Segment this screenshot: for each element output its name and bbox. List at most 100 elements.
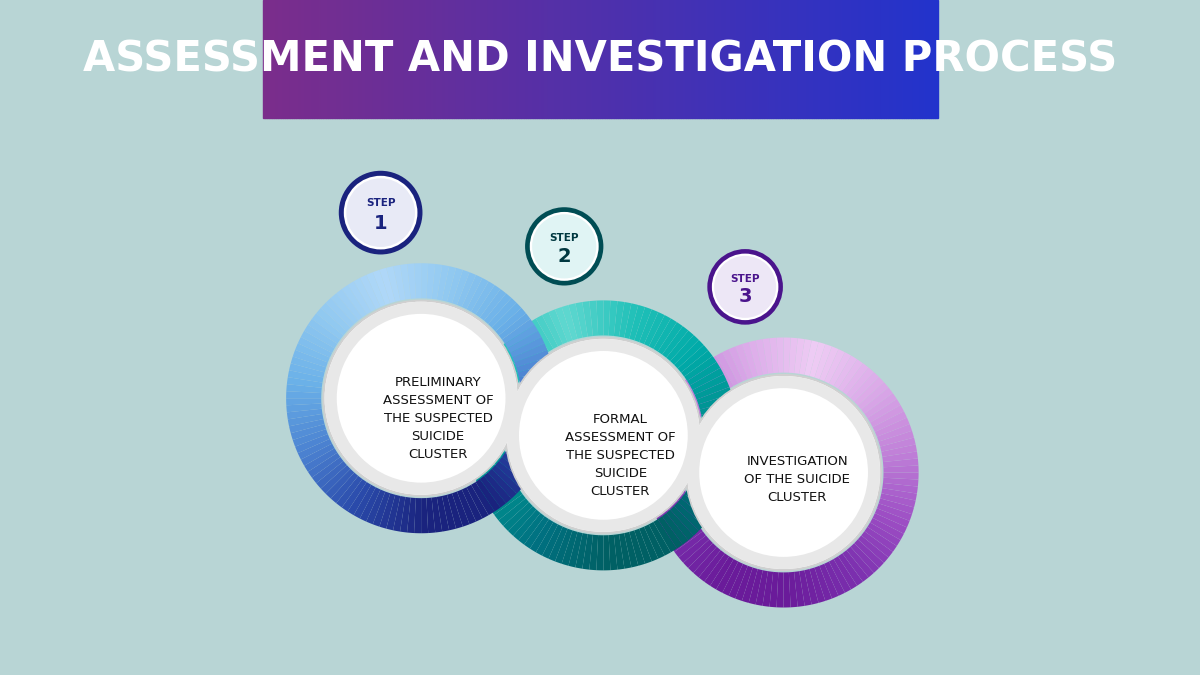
Bar [881,0,883,118]
Circle shape [324,302,517,495]
Bar [474,0,476,118]
Bar [425,0,427,118]
Wedge shape [521,392,556,398]
Wedge shape [472,456,506,470]
Wedge shape [701,407,737,420]
Bar [533,0,535,118]
Bar [929,0,931,118]
Bar [402,0,404,118]
Bar [679,0,682,118]
Bar [440,0,443,118]
Bar [935,0,937,118]
Circle shape [506,339,700,532]
Wedge shape [426,263,436,299]
Wedge shape [650,488,686,501]
Bar [826,0,827,118]
Wedge shape [373,491,390,526]
Wedge shape [815,566,832,601]
Wedge shape [432,264,443,300]
Wedge shape [517,419,553,433]
Bar [564,0,566,118]
Wedge shape [877,424,912,441]
Bar [283,0,286,118]
Wedge shape [457,272,476,307]
Wedge shape [548,309,568,344]
Circle shape [505,337,702,534]
Bar [785,0,787,118]
Wedge shape [697,387,732,404]
Wedge shape [536,522,558,556]
Bar [898,0,899,118]
Wedge shape [366,272,385,307]
Bar [494,0,497,118]
Wedge shape [582,534,593,570]
Wedge shape [386,495,401,531]
Bar [737,0,739,118]
Wedge shape [868,522,900,546]
Bar [800,0,803,118]
Bar [325,0,328,118]
Wedge shape [838,554,863,586]
Bar [796,0,798,118]
Wedge shape [875,508,910,527]
Bar [582,0,584,118]
Text: STEP: STEP [366,198,395,209]
Wedge shape [644,524,665,559]
Wedge shape [287,384,322,393]
Bar [377,0,379,118]
Wedge shape [649,472,684,479]
Bar [479,0,481,118]
Bar [773,0,775,118]
Bar [296,0,299,118]
Bar [798,0,800,118]
Wedge shape [462,275,482,309]
Bar [530,0,533,118]
Wedge shape [864,393,896,418]
Wedge shape [667,399,700,423]
Bar [706,0,708,118]
Wedge shape [575,533,588,569]
Bar [346,0,348,118]
Wedge shape [649,522,671,556]
Wedge shape [475,387,510,404]
Bar [667,0,670,118]
Wedge shape [366,489,385,524]
Wedge shape [462,487,482,522]
Wedge shape [688,362,720,385]
Wedge shape [682,350,713,377]
Circle shape [707,249,782,325]
Wedge shape [470,451,505,464]
Wedge shape [484,368,517,390]
Bar [328,0,330,118]
Wedge shape [653,519,677,552]
Wedge shape [498,498,529,526]
Wedge shape [499,313,530,340]
Wedge shape [851,543,880,573]
Wedge shape [289,419,325,433]
Wedge shape [288,414,324,427]
Bar [580,0,582,118]
Text: 1: 1 [374,213,388,233]
Wedge shape [883,466,919,472]
Wedge shape [678,498,708,526]
Wedge shape [488,298,516,327]
Bar [571,0,574,118]
Wedge shape [510,439,545,460]
Bar [839,0,841,118]
Bar [454,0,456,118]
Wedge shape [379,268,395,303]
Wedge shape [877,504,912,521]
Bar [420,0,422,118]
Bar [731,0,733,118]
Bar [829,0,832,118]
Wedge shape [804,569,818,605]
Bar [538,0,539,118]
Wedge shape [666,331,694,361]
Wedge shape [820,346,839,381]
Bar [904,0,906,118]
Wedge shape [716,559,738,593]
Wedge shape [829,559,851,593]
Bar [703,0,706,118]
Wedge shape [475,479,500,512]
Bar [868,0,870,118]
